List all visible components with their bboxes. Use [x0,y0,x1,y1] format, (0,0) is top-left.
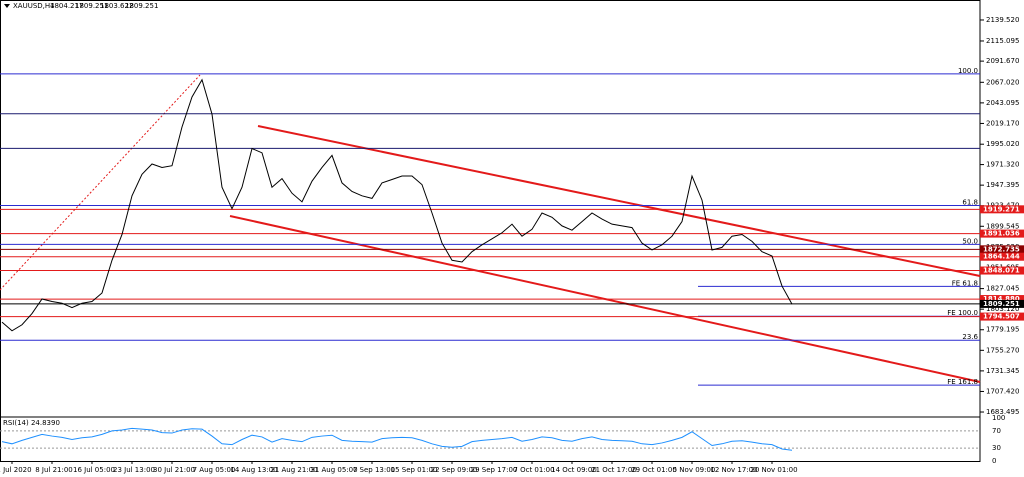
price-box [980,245,1024,254]
x-tick-label: 22 Sep 09:00 [431,466,478,474]
fib-level-label: 23.6 [962,333,978,341]
y-tick-label: 1779.195 [986,326,1019,334]
y-tick-label: 2091.670 [986,57,1019,65]
price-box [980,312,1024,321]
y-tick-label: 1995.020 [986,140,1019,148]
rsi-tick-label: 100 [992,414,1005,422]
x-tick-label: 21 Aug 21:00 [270,466,317,474]
price-box [980,229,1024,238]
fib-level-label: FE 61.8 [952,279,978,287]
x-tick-label: 8 Jul 21:00 [35,466,73,474]
fib-level-label: 100.0 [958,67,978,75]
fib-trend-line [0,74,201,291]
x-tick-label: 15 Sep 01:00 [391,466,438,474]
fib-level-label: FE 100.0 [947,309,978,317]
x-tick-label: 7 Aug 05:00 [193,466,236,474]
fib-level-label: 50.0 [962,237,978,245]
x-tick-label: 14 Oct 09:00 [551,466,597,474]
symbol: XAUUSD,H4 [13,2,55,10]
y-tick-label: 2019.170 [986,119,1019,127]
price-box [980,266,1024,275]
x-tick-label: 14 Aug 13:00 [230,466,277,474]
price-box-label: 1814.880 [983,295,1020,303]
y-tick-label: 1803.120 [986,305,1019,313]
rsi-tick-label: 0 [992,457,996,465]
y-tick-label: 2067.020 [986,78,1019,86]
x-tick-label: 29 Sep 17:00 [471,466,518,474]
price-box [980,295,1024,304]
price-line [1,78,793,332]
x-tick-label: 21 Oct 17:00 [591,466,637,474]
y-tick-label: 1755.270 [986,346,1019,354]
x-tick-label: 1 Jul 2020 [0,466,32,474]
y-tick-label: 2115.095 [986,37,1019,45]
rsi-line [1,427,793,451]
fib-level-label: FE 161.8 [947,378,978,386]
x-tick-label: 7 Oct 01:00 [513,466,554,474]
price-box-label: 1794.507 [983,313,1020,321]
rsi-tick-label: 70 [992,427,1001,435]
y-tick-label: 1707.420 [986,387,1019,395]
y-tick-label: 2043.095 [986,99,1019,107]
y-tick-label: 1827.045 [986,285,1019,293]
plot-frame [0,0,981,462]
rsi-title: RSI(14) 24.8390 [3,419,60,427]
x-tick-label: 5 Nov 09:00 [673,466,716,474]
x-tick-label: 20 Nov 01:00 [750,466,797,474]
price-box-label: 1891.036 [983,230,1020,238]
x-tick-label: 16 Jul 05:00 [73,466,115,474]
ohlc-high: 1809.251 [75,2,108,10]
price-box-label: 1864.144 [983,253,1020,261]
rsi-tick-label: 30 [992,444,1001,452]
y-tick-label: 1971.320 [986,161,1019,169]
x-tick-label: 31 Aug 05:00 [310,466,357,474]
y-tick-label: 1899.545 [986,222,1019,230]
price-box-label: 1872.735 [983,245,1020,253]
x-tick-label: 12 Nov 17:00 [710,466,757,474]
x-tick-label: 23 Jul 13:00 [113,466,155,474]
price-box-label: 1809.251 [983,300,1020,308]
x-tick-label: 7 Sep 13:00 [353,466,395,474]
x-tick-label: 30 Jul 21:00 [153,466,195,474]
ohlc-low: 1803.622 [100,2,133,10]
price-box-label: 1848.071 [983,267,1020,275]
y-tick-label: 2139.520 [986,16,1019,24]
x-tick-label: 29 Oct 01:00 [631,466,677,474]
fib-level-label: 61.8 [962,199,978,207]
y-tick-label: 1683.495 [986,408,1019,416]
price-box [980,205,1024,214]
price-box [980,299,1024,308]
y-tick-label: 1947.395 [986,181,1019,189]
ohlc-open: 1804.217 [50,2,83,10]
ohlc-close: 1809.251 [125,2,158,10]
price-box-label: 1919.271 [983,205,1020,213]
y-tick-label: 1731.345 [986,367,1019,375]
price-box [980,252,1024,261]
channel-upper [257,125,981,277]
symbol-icon [4,4,10,8]
